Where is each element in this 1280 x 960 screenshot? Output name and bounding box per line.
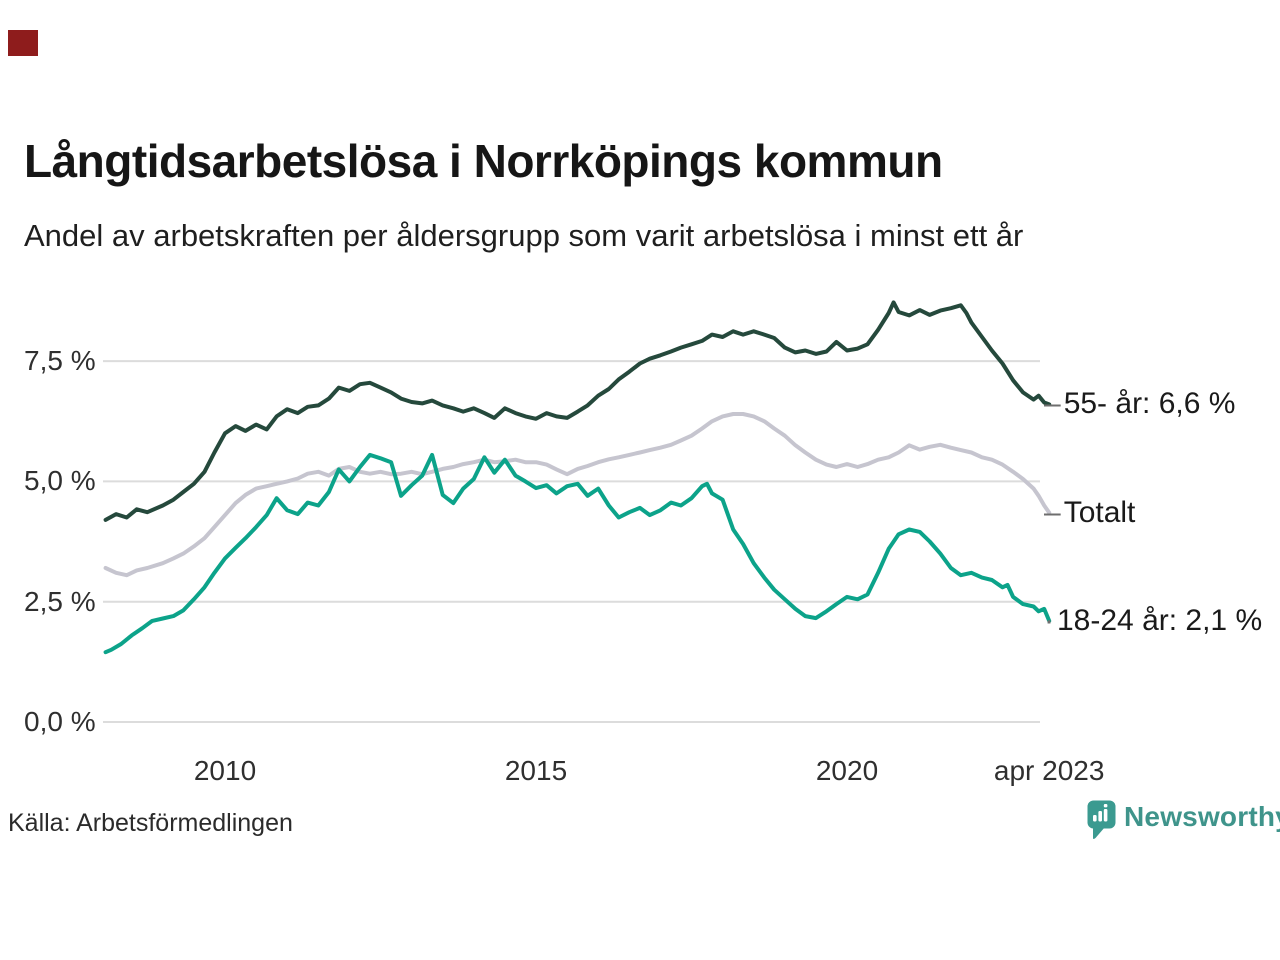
newsworthy-wordmark: Newsworthy — [1124, 801, 1280, 832]
x-tick-label: 2015 — [504, 755, 568, 786]
series-end-label-Totalt: – Totalt — [1044, 494, 1135, 532]
series-end-label-text: 18-24 år: 2,1 % — [1057, 603, 1263, 637]
series-line-Totalt — [103, 412, 1052, 578]
corner-swatch — [8, 30, 38, 56]
series-end-label-tick: · — [1044, 603, 1054, 637]
series-end-label-18-24 år: · 18-24 år: 2,1 % — [1044, 602, 1262, 640]
y-tick-label: 0,0 % — [24, 706, 96, 737]
series-line-55- år — [103, 300, 1052, 522]
y-tick-label: 2,5 % — [24, 585, 96, 617]
series-end-label-tick: – — [1044, 495, 1061, 529]
gridlines — [103, 360, 1040, 723]
source-credit: Källa: Arbetsförmedlingen — [8, 809, 293, 837]
chart-subtitle: Andel av arbetskraften per åldersgrupp s… — [24, 218, 1024, 253]
series-end-label-text: 55- år: 6,6 % — [1063, 387, 1236, 421]
newsworthy-icon — [1087, 800, 1116, 839]
y-tick-label: 5,0 % — [24, 465, 96, 497]
chart-title: Långtidsarbetslösa i Norrköpings kommun — [24, 135, 943, 187]
series-end-label-text: Totalt — [1063, 495, 1136, 529]
series-lines — [103, 300, 1052, 655]
x-tick-label: apr 2023 — [993, 755, 1105, 786]
newsworthy-logo: Newsworthy — [1087, 800, 1280, 842]
series-end-label-tick: – — [1044, 387, 1061, 421]
series-end-label-55- år: –55- år: 6,6 % — [1044, 385, 1235, 423]
x-tick-label: 2020 — [815, 755, 879, 786]
x-tick-label: 2010 — [193, 755, 257, 786]
series-line-18-24 år — [103, 452, 1052, 655]
y-tick-label: 7,5 % — [24, 345, 96, 377]
